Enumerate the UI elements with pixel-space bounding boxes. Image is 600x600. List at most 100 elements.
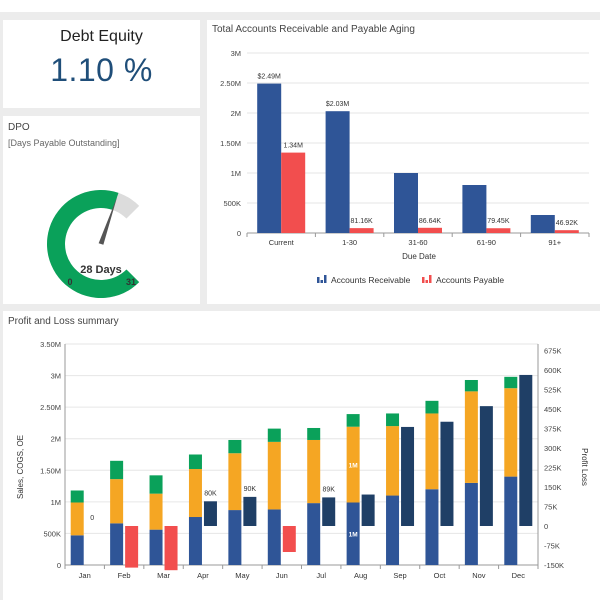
- pl-x-tick-label: Oct: [434, 571, 447, 580]
- ar-ap-data-label: 79.45K: [487, 218, 510, 225]
- pl-x-tick-label: Sep: [393, 571, 406, 580]
- pl-profit-bar: [440, 421, 454, 526]
- pl-y2-tick-label: 525K: [544, 386, 562, 395]
- ar-ap-chart: Due Date 0 500K 1M 1.50M 2M 2.50M 3M Current $2.…: [220, 49, 590, 285]
- gauge-filled-arc: [46, 190, 140, 298]
- pl-y-tick-label: 1.50M: [40, 466, 61, 475]
- ar-ap-bar: [325, 111, 350, 233]
- pl-stack-segment: [70, 502, 84, 536]
- ar-ap-bar: [462, 185, 487, 233]
- pl-x-tick-label: Apr: [197, 571, 209, 580]
- pl-profit-bar: [125, 526, 139, 568]
- pl-stack-segment: [307, 503, 321, 565]
- pl-y2-tick-label: 150K: [544, 483, 562, 492]
- pl-y2-tick-label: -75K: [544, 542, 560, 551]
- ar-ap-data-label: 81.16K: [351, 218, 374, 225]
- dpo-card: DPO [Days Payable Outstanding] 28 Days 0…: [3, 116, 200, 304]
- pl-y-tick-label: 2.50M: [40, 403, 61, 412]
- pl-stack-segment: [504, 476, 518, 565]
- pl-x-tick-label: Mar: [157, 571, 170, 580]
- pl-stack-segment: [228, 510, 242, 565]
- ar-ap-bar: [394, 173, 418, 233]
- pl-y2-tick-label: 75K: [544, 503, 557, 512]
- ar-ap-chart-title: Total Accounts Receivable and Payable Ag…: [212, 24, 415, 35]
- pl-y2-tick-label: 675K: [544, 347, 562, 356]
- ar-ap-bar: [349, 228, 374, 233]
- pl-y-tick-label: 3M: [51, 372, 61, 381]
- pl-profit-bar: [322, 497, 336, 526]
- profit-loss-chart-title: Profit and Loss summary: [8, 316, 119, 327]
- pl-y-tick-label: 3.50M: [40, 340, 61, 349]
- ar-ap-x-tick-label: 1-30: [342, 238, 357, 247]
- ar-ap-y-tick-label: 500K: [223, 199, 241, 208]
- pl-y2-tick-label: 0: [544, 522, 548, 531]
- pl-stack-segment: [267, 441, 281, 510]
- bar-chart-icon-bar: [320, 280, 323, 283]
- debt-equity-value: 1.10 %: [50, 52, 153, 88]
- ar-ap-legend-item: Accounts Payable: [422, 275, 504, 285]
- pl-x-tick-label: Jul: [316, 571, 326, 580]
- ar-ap-y-tick-label: 3M: [231, 49, 241, 58]
- ar-ap-bar: [554, 230, 579, 233]
- pl-stack-segment: [70, 490, 84, 503]
- dpo-gauge: 28 Days 0 31: [46, 190, 140, 298]
- pl-stack-segment: [464, 391, 478, 483]
- profit-loss-y-axis-label: Sales, COGS, OE: [16, 435, 25, 499]
- pl-stack-segment: [228, 439, 242, 454]
- ar-ap-data-label: $2.03M: [326, 101, 350, 108]
- pl-profit-bar: [401, 426, 415, 526]
- ar-ap-bar: [281, 152, 306, 233]
- pl-stack-segment: [425, 413, 439, 490]
- pl-y2-tick-label: -150K: [544, 561, 564, 570]
- ar-ap-bar: [486, 228, 511, 233]
- pl-stack-segment: [346, 426, 360, 503]
- pl-y2-tick-label: 300K: [544, 444, 562, 453]
- dpo-title: DPO: [8, 122, 30, 133]
- pl-y2-tick-label: 600K: [544, 366, 562, 375]
- pl-stack-segment: [425, 489, 439, 565]
- gauge-max-label: 31: [126, 277, 136, 287]
- pl-profit-label: 90K: [244, 486, 257, 493]
- ar-ap-y-tick-label: 1M: [231, 169, 241, 178]
- pl-stack-segment: [504, 388, 518, 477]
- ar-ap-y-tick-label: 2.50M: [220, 79, 241, 88]
- profit-loss-chart: Sales, COGS, OE Profit Loss 0 500K 1M 1.50M…: [16, 340, 589, 580]
- pl-stack-segment: [346, 502, 360, 565]
- pl-profit-label: 89K: [322, 486, 335, 493]
- ar-ap-x-tick-label: 61-90: [477, 238, 496, 247]
- pl-stack-label: 1M: [349, 463, 358, 470]
- pl-y-tick-label: 500K: [43, 529, 61, 538]
- ar-ap-data-label: 46.92K: [556, 220, 579, 227]
- gauge-min-label: 0: [67, 277, 72, 287]
- pl-profit-label: 0: [90, 515, 94, 522]
- bar-chart-icon-bar: [425, 280, 428, 283]
- pl-profit-bar: [361, 494, 375, 526]
- pl-profit-bar: [164, 526, 178, 571]
- pl-stack-segment: [149, 475, 163, 494]
- ar-ap-bar: [418, 227, 442, 233]
- pl-y-tick-label: 1M: [51, 498, 61, 507]
- pl-y2-tick-label: 225K: [544, 464, 562, 473]
- pl-stack-segment: [504, 376, 518, 389]
- pl-stack-segment: [188, 469, 202, 518]
- pl-stack-segment: [464, 379, 478, 392]
- pl-stack-segment: [346, 414, 360, 427]
- ar-ap-y-tick-label: 1.50M: [220, 139, 241, 148]
- pl-x-tick-label: Jun: [276, 571, 288, 580]
- pl-profit-label: 80K: [204, 490, 217, 497]
- ar-ap-legend-label: Accounts Payable: [436, 275, 504, 285]
- profit-loss-y2-axis-label: Profit Loss: [580, 448, 589, 486]
- pl-x-tick-label: Nov: [472, 571, 486, 580]
- pl-stack-segment: [267, 428, 281, 442]
- debt-equity-card: Debt Equity 1.10 %: [3, 20, 200, 108]
- pl-stack-segment: [110, 460, 124, 480]
- ar-ap-x-axis-label: Due Date: [402, 252, 436, 261]
- ar-ap-data-label: 1.34M: [283, 143, 303, 150]
- pl-profit-bar: [479, 406, 493, 526]
- pl-stack-segment: [188, 517, 202, 565]
- pl-profit-bar: [282, 526, 296, 552]
- ar-ap-aging-card: Total Accounts Receivable and Payable Ag…: [207, 20, 600, 304]
- ar-ap-bar: [530, 215, 555, 233]
- pl-stack-label: 1M: [349, 532, 358, 539]
- pl-x-tick-label: Dec: [512, 571, 526, 580]
